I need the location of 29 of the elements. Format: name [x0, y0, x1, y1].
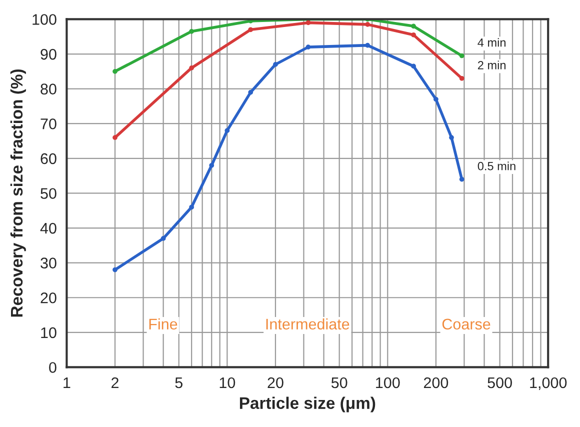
series-label: 4 min — [478, 38, 506, 47]
x-tick-label: 10 — [220, 377, 236, 388]
x-tick-label: 20 — [268, 377, 284, 388]
x-tick-label: 50 — [331, 377, 348, 388]
y-tick-label: 70 — [40, 118, 56, 130]
y-tick-label: 80 — [40, 84, 56, 94]
y-tick-label: 60 — [40, 153, 56, 164]
x-tick-label: 2 — [112, 377, 118, 388]
x-tick-label: 1,000 — [530, 377, 567, 390]
y-tick-label: 30 — [40, 258, 56, 269]
y-tick-label: 20 — [40, 292, 56, 304]
y-tick-label: 0 — [49, 362, 56, 373]
y-tick-label: 90 — [40, 48, 56, 60]
annotation: Intermediate — [266, 318, 350, 330]
annotation: Fine — [149, 318, 178, 330]
series-label: 0.5 min — [478, 162, 516, 170]
x-tick-label: 5 — [175, 378, 182, 388]
x-tick-label: 500 — [488, 377, 512, 388]
series-label: 2 min — [478, 60, 506, 70]
x-axis-title: Particle size (μm) — [240, 396, 376, 412]
x-tick-label: 1 — [64, 378, 70, 388]
y-tick-label: 100 — [32, 14, 56, 25]
y-axis-title: Recovery from size fraction (%) — [10, 69, 26, 317]
y-tick-label: 50 — [40, 188, 56, 199]
y-tick-label: 10 — [41, 327, 56, 338]
x-tick-label: 100 — [376, 377, 400, 388]
y-tick-label: 40 — [40, 222, 56, 234]
x-tick-label: 200 — [424, 377, 448, 388]
annotation: Coarse — [442, 318, 490, 330]
